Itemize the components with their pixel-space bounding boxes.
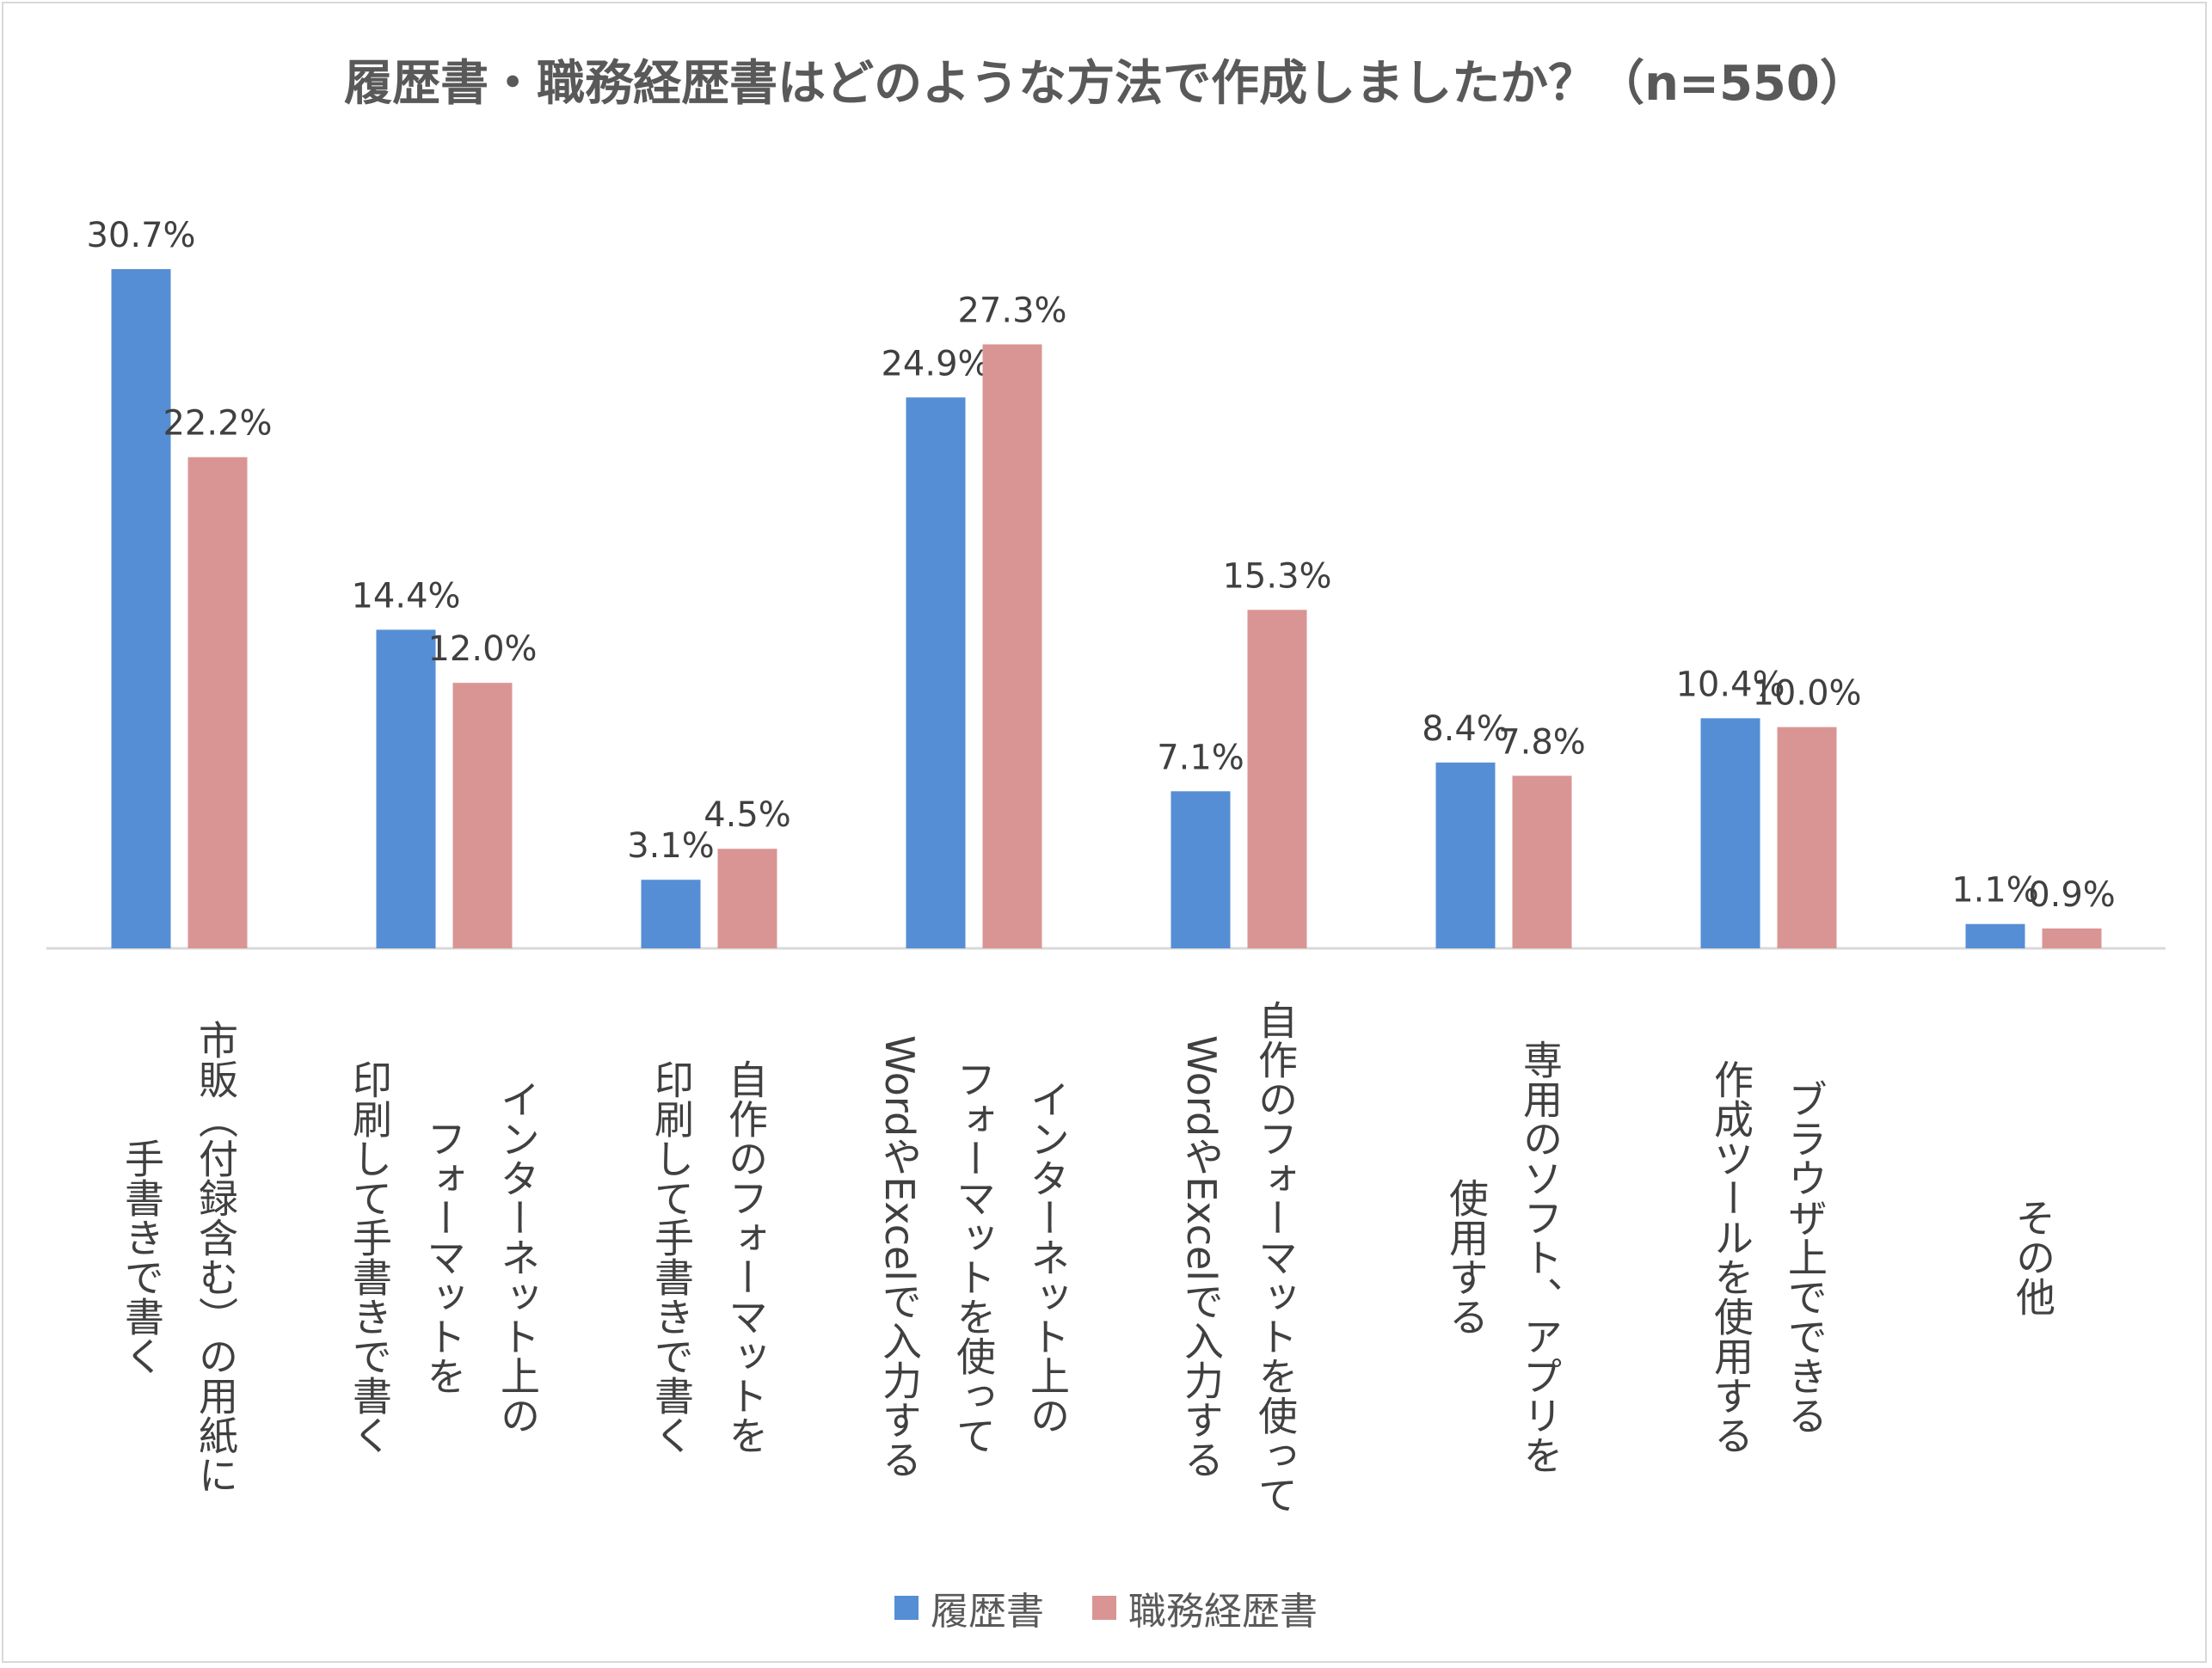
bar-shokumu-3 [982, 344, 1042, 949]
legend-swatch [1092, 1596, 1116, 1620]
bar-rirekisho-7 [1965, 923, 2025, 948]
category-label: 専用のソフト、アプリを 使用する [1443, 1039, 1564, 1475]
bar-shokumu-4 [1247, 610, 1307, 948]
bar-shokumu-5 [1512, 776, 1572, 948]
data-label: 30.7% [86, 216, 195, 255]
data-label: 15.3% [1222, 556, 1331, 596]
data-label: 3.1% [627, 826, 715, 866]
category-label: 市販（付録含む）の用紙に 手書きで書く [119, 1020, 239, 1494]
bar-rirekisho-0 [111, 269, 171, 948]
category-label: 自作のフォーマットを 印刷して手書きで書く [648, 1059, 769, 1455]
bar-rirekisho-1 [376, 629, 436, 948]
data-label: 0.9% [2028, 875, 2116, 915]
data-label: 24.9% [881, 344, 990, 383]
chart-title: 履歴書・職務経歴書はどのような方法で作成しましたか？（n=550） [344, 56, 1868, 112]
category-label: その他 [2010, 1198, 2056, 1316]
data-label: 14.4% [351, 576, 460, 616]
legend-label: 履歴書 [931, 1590, 1044, 1634]
data-label: 1.1% [1951, 871, 2039, 911]
data-label: 22.2% [163, 404, 272, 444]
bar-rirekisho-3 [906, 397, 966, 948]
legend: 履歴書 職務経歴書 [0, 1580, 2212, 1635]
legend-item: 職務経歴書 [1092, 1580, 1318, 1635]
bar-rirekisho-4 [1171, 791, 1231, 948]
bar-shokumu-1 [452, 683, 513, 948]
bar-shokumu-6 [1777, 727, 1837, 948]
category-label: ブラウザ上でできる 作成ツールを使用する [1708, 1059, 1828, 1455]
bar-shokumu-0 [187, 457, 248, 948]
data-label: 10.0% [1752, 674, 1861, 714]
data-label: 8.4% [1422, 709, 1509, 749]
legend-item: 履歴書 [894, 1580, 1044, 1635]
data-label: 7.1% [1157, 738, 1244, 777]
bar-rirekisho-2 [641, 880, 701, 948]
category-label: 自作のフォーマットを使って WordやExcelで入力する [1178, 1000, 1299, 1514]
category-label: インターネット上の フォーマットを使って WordやExcelで入力する [876, 1034, 1071, 1480]
data-label: 7.8% [1498, 722, 1586, 762]
data-label: 10.4% [1675, 665, 1785, 704]
data-label: 27.3% [957, 291, 1066, 330]
bar-shokumu-7 [2042, 928, 2102, 948]
legend-label: 職務経歴書 [1128, 1590, 1318, 1634]
bar-rirekisho-6 [1700, 718, 1760, 948]
data-label: 12.0% [427, 629, 537, 669]
bar-shokumu-2 [717, 849, 777, 948]
legend-swatch [894, 1596, 919, 1620]
category-label: インターネット上の フォーマットを 印刷して手書きで書く [347, 1059, 541, 1455]
data-label: 4.5% [704, 795, 791, 835]
bar-rirekisho-5 [1435, 762, 1496, 948]
